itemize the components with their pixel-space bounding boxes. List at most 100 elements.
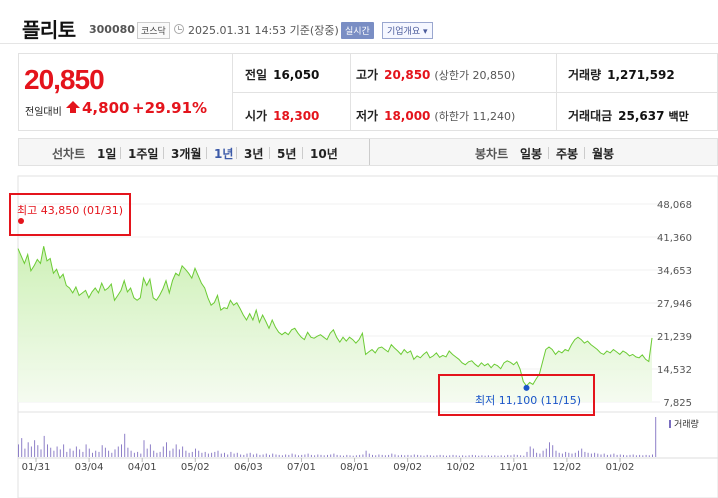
- volume-bar: [236, 452, 238, 457]
- volume-bar: [632, 454, 634, 457]
- volume-bar: [240, 454, 242, 457]
- volume-bar: [578, 450, 579, 457]
- realtime-badge[interactable]: 실시간: [341, 22, 374, 39]
- volume-bar: [603, 453, 605, 457]
- high-label: 고가: [356, 68, 379, 82]
- price-chart[interactable]: 48,068 41,360 34,653 27,946 21,239 14,532 7,82…: [0, 168, 718, 498]
- volume-bar: [606, 454, 608, 457]
- volume-bar: [590, 453, 592, 457]
- volume-bar: [648, 455, 650, 457]
- up-arrow-icon: [66, 101, 80, 113]
- volume-bar: [137, 451, 139, 457]
- volume-bar: [146, 448, 148, 457]
- volume-bar: [365, 450, 367, 457]
- candle-weekly[interactable]: 주봉: [556, 147, 579, 161]
- low-value: 18,000: [384, 109, 431, 123]
- volume-bar: [56, 446, 58, 457]
- y-tick-label: 48,068: [657, 200, 692, 211]
- company-overview-button[interactable]: 기업개요 ▾: [382, 22, 433, 39]
- volume-bar: [352, 455, 354, 457]
- volume-bar: [349, 455, 351, 457]
- stock-code: 300080: [89, 23, 135, 36]
- volume-bar: [272, 453, 274, 457]
- prev-close-stat: 전일 16,050: [245, 66, 319, 83]
- period-1d[interactable]: 1일: [97, 147, 117, 161]
- volume-bar: [652, 454, 653, 457]
- change-value: 4,800: [82, 99, 130, 117]
- volume-bar: [581, 448, 583, 457]
- period-1w[interactable]: 1주일: [128, 147, 159, 161]
- volume-bar: [565, 451, 567, 457]
- amount-value: 25,637: [618, 109, 665, 123]
- volume-bar: [27, 442, 29, 457]
- volume-bar: [214, 451, 216, 457]
- upper-limit: (상한가 20,850): [434, 69, 516, 82]
- volume-bar: [346, 454, 348, 457]
- volume-bar: [259, 454, 261, 457]
- period-10y[interactable]: 10년: [310, 147, 338, 161]
- candle-chart-label: 봉차트: [475, 147, 509, 161]
- volume-bar: [114, 449, 116, 457]
- volume-bar: [497, 455, 499, 457]
- volume-bar: [655, 417, 657, 457]
- period-3y[interactable]: 3년: [244, 147, 264, 161]
- y-tick-label: 14,532: [657, 365, 692, 376]
- volume-bar: [613, 453, 615, 457]
- lower-limit: (하한가 11,240): [434, 110, 516, 123]
- volume-bar: [59, 449, 61, 457]
- volume-bar: [446, 455, 447, 457]
- volume-bar: [169, 450, 171, 457]
- amount-stat: 거래대금 25,637 백만: [568, 107, 689, 124]
- volume-bar: [188, 452, 190, 457]
- volume-bar: [568, 452, 570, 457]
- volume-bar: [82, 451, 84, 457]
- volume-bar: [327, 454, 328, 457]
- price-chart-svg[interactable]: 48,068 41,360 34,653 27,946 21,239 14,532 7,82…: [0, 168, 718, 498]
- volume-bar: [491, 455, 493, 457]
- separator: [236, 147, 237, 159]
- volume-bar: [298, 455, 299, 457]
- volume-bar: [207, 453, 209, 457]
- separator: [206, 147, 207, 159]
- high-annotation-box: [9, 193, 131, 236]
- volume-legend: 거래량: [674, 418, 699, 430]
- volume-bar: [127, 447, 129, 457]
- volume-bar: [391, 453, 393, 457]
- volume-bar: [246, 453, 248, 457]
- period-1y[interactable]: 1년: [214, 147, 234, 161]
- volume-bar: [195, 448, 196, 457]
- volume-bar: [156, 452, 158, 457]
- volume-bar: [355, 455, 357, 457]
- volume-bar: [191, 451, 193, 457]
- volume-bar: [336, 454, 338, 457]
- volume-bar: [510, 455, 512, 457]
- separator: [548, 147, 549, 159]
- period-3m[interactable]: 3개월: [171, 147, 202, 161]
- volume-bar: [561, 453, 563, 457]
- volume-bar: [545, 448, 547, 457]
- period-5y[interactable]: 5년: [277, 147, 297, 161]
- volume-bar: [372, 454, 373, 457]
- volume-bar: [642, 455, 644, 457]
- volume-bar: [18, 444, 19, 457]
- volume-bar: [117, 446, 119, 457]
- volume-bar: [330, 454, 332, 457]
- volume-bar: [21, 438, 23, 457]
- volume-bar: [333, 453, 335, 457]
- volume-bar: [50, 447, 52, 457]
- volume-bar: [95, 450, 97, 457]
- candle-daily[interactable]: 일봉: [520, 147, 543, 161]
- volume-bar: [275, 454, 277, 457]
- price-summary: 20,850 전일대비 4,800 +29.91% 전일 16,050 고가 20,…: [18, 53, 718, 131]
- y-tick-label: 7,825: [663, 398, 692, 409]
- volume-bar: [436, 455, 438, 457]
- x-tick-label: 04/01: [128, 462, 157, 473]
- volume-bar: [104, 447, 106, 457]
- volume-bar: [143, 440, 145, 457]
- separator: [584, 147, 585, 159]
- candle-monthly[interactable]: 월봉: [592, 147, 615, 161]
- x-tick-label: 01/31: [22, 462, 51, 473]
- volume-bar: [162, 446, 164, 457]
- volume-bar: [294, 454, 296, 457]
- volume-bar: [149, 444, 151, 457]
